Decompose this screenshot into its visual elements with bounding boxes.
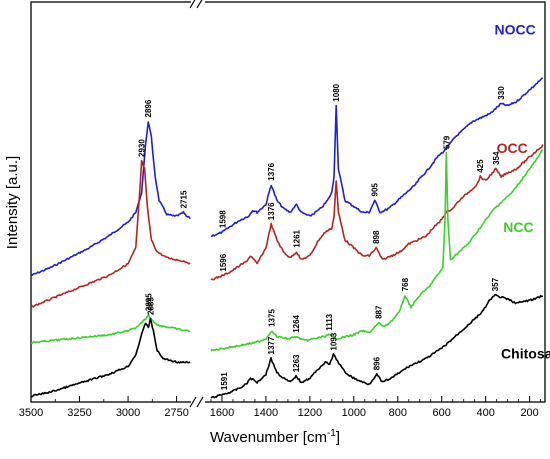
x-axis-label: Wavenumber (209, 429, 299, 446)
peak-label-1080: 1080 (332, 83, 341, 101)
series-name-occ: OCC (497, 140, 528, 156)
series-name-nocc: NOCC (494, 22, 535, 38)
peak-label-330: 330 (497, 86, 506, 100)
series-name-ncc: NCC (503, 219, 533, 235)
x-axis-unit-exponent: -1 (326, 428, 336, 439)
x-axis-ticks: 3500 3250 3000 2750 1600 1400 1200 1000 800 600 40… (19, 396, 542, 419)
x-axis-unit-open: [ (302, 429, 307, 446)
peak-label-354: 354 (492, 151, 501, 165)
peak-label-1596: 1596 (219, 253, 228, 271)
x-tick-label-left-3: 2750 (164, 407, 188, 419)
peak-label-1093: 1093 (329, 332, 338, 350)
y-axis-label-wrap: Intensity [a.u.] (2, 0, 24, 405)
peak-label-887: 887 (375, 305, 384, 319)
peak-label-1264: 1264 (292, 314, 301, 332)
x-tick-label-right-5: 600 (433, 407, 451, 419)
break-gap-bottom (191, 398, 205, 406)
series-line-right-chitosan (210, 293, 544, 399)
x-tick-label-right-3: 1000 (342, 407, 366, 419)
series-chitosan (30, 293, 544, 399)
peak-label-1113: 1113 (325, 313, 334, 330)
break-slash-top-1 (196, 0, 203, 9)
y-axis-label: Intensity [a.u.] (4, 155, 22, 250)
peak-label-898: 898 (372, 230, 381, 244)
x-tick-label-right-7: 200 (520, 407, 538, 419)
peak-label-1376: 1376 (267, 202, 276, 220)
peak-label-1591: 1591 (220, 372, 229, 390)
x-tick-label-left-0: 3500 (19, 407, 43, 419)
series-occ (30, 144, 544, 308)
series-name-labels: NOCC OCC NCC Chitosan (494, 22, 550, 362)
series-name-chitosan: Chitosan (501, 346, 550, 362)
peak-label-768: 768 (401, 277, 410, 291)
break-slash-top-0 (189, 0, 196, 9)
plot-border (30, 1, 546, 403)
peak-label-2715: 2715 (179, 190, 188, 208)
peak-label-1376: 1376 (267, 162, 276, 180)
series-line-right-nocc (210, 77, 543, 237)
x-tick-label-right-4: 800 (389, 407, 407, 419)
series-line-left-nocc (30, 121, 191, 277)
series-line-right-occ (210, 144, 544, 281)
axis-break-mark (189, 0, 205, 408)
peak-label-1377: 1377 (267, 336, 276, 354)
series-line-right-ncc (210, 149, 544, 352)
break-slash-bottom-0 (189, 396, 197, 408)
x-tick-label-right-0: 1600 (210, 407, 234, 419)
peak-label-1375: 1375 (267, 309, 276, 327)
peak-label-896: 896 (373, 356, 382, 370)
peak-label-1598: 1598 (218, 210, 227, 228)
peak-label-905: 905 (371, 183, 380, 197)
peak-label-357: 357 (491, 277, 500, 291)
peak-label-2885: 2885 (146, 297, 155, 315)
break-slash-bottom-1 (196, 396, 204, 408)
peak-label-1261: 1261 (293, 229, 302, 247)
peak-label-425: 425 (476, 159, 485, 173)
x-tick-label-left-2: 3000 (116, 407, 140, 419)
plot-frame (30, 1, 546, 403)
peak-label-1263: 1263 (292, 354, 301, 372)
series-line-left-chitosan (30, 317, 191, 398)
peak-label-2896: 2896 (144, 99, 153, 117)
peak-label-2895: 2895 (144, 293, 153, 311)
peak-label-579: 579 (442, 135, 451, 149)
x-tick-label-right-1: 1400 (254, 407, 278, 419)
x-tick-label-left-1: 3250 (67, 407, 91, 419)
x-axis-label-wrap: Wavenumber [cm-1] (0, 428, 550, 446)
series-line-left-occ (30, 159, 191, 308)
x-axis-unit-close: ] (335, 429, 341, 446)
series-line-left-ncc (30, 313, 191, 344)
spectra-series (30, 77, 544, 399)
peak-labels: 2896 2715 1598 1376 1080 905 330 2930 1596 1376 12… (138, 83, 507, 390)
series-nocc (30, 77, 543, 277)
break-gap-top (191, 0, 205, 8)
x-axis-unit-base: cm (306, 429, 327, 446)
series-ncc (30, 149, 544, 352)
x-tick-label-right-2: 1200 (298, 407, 322, 419)
x-tick-label-right-6: 400 (476, 407, 494, 419)
peak-label-2930: 2930 (138, 139, 147, 157)
